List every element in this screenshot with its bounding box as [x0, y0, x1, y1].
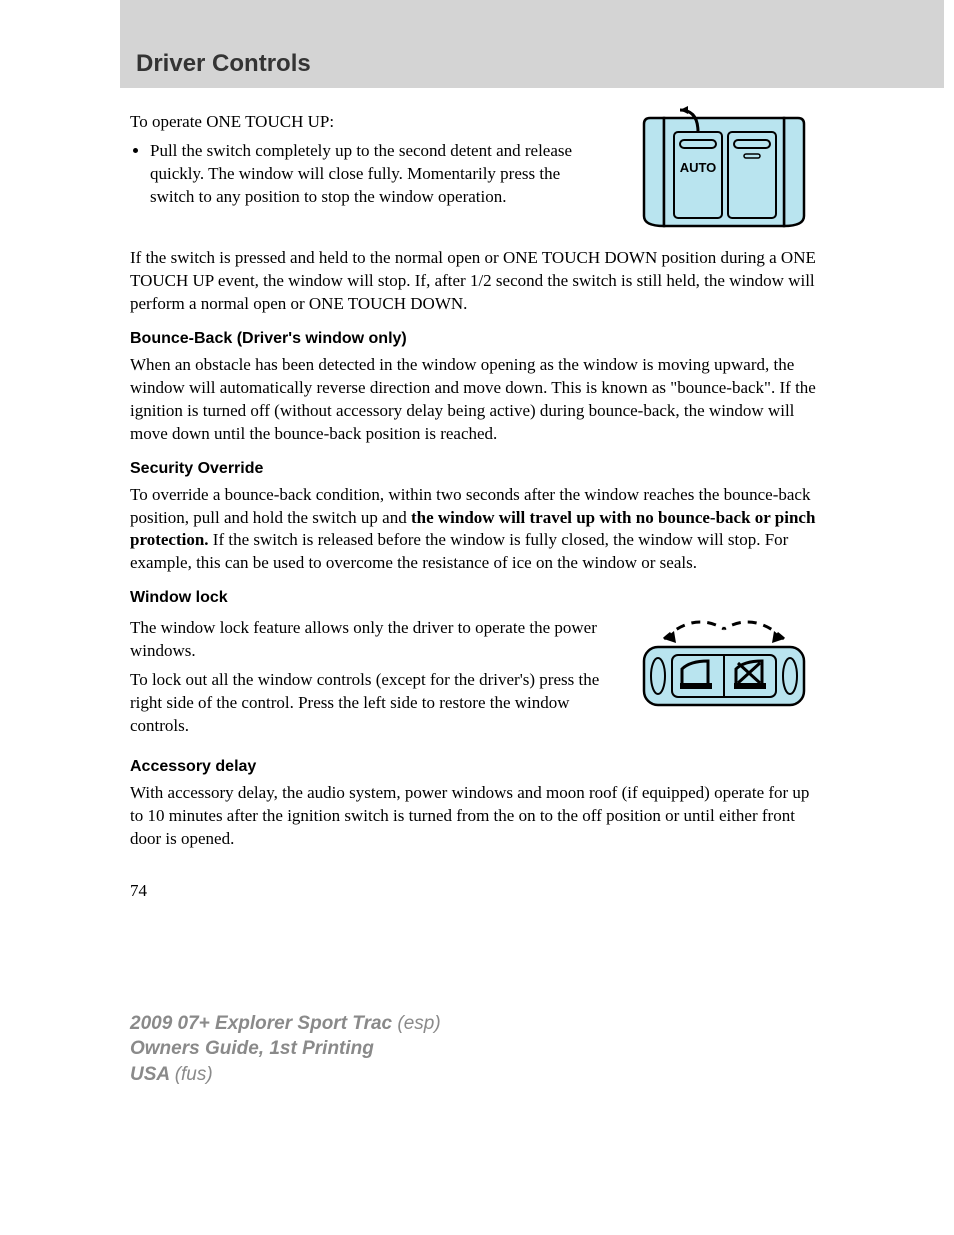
footer-l1a: 2009 07+ Explorer Sport Trac [130, 1013, 397, 1034]
windowlock-p1: The window lock feature allows only the … [130, 617, 608, 663]
window-lock-icon [624, 611, 824, 721]
header-block: Driver Controls [120, 0, 944, 88]
footer-l1b: (esp) [397, 1013, 440, 1034]
accessory-heading: Accessory delay [130, 758, 824, 776]
footer-l3b: (fus) [175, 1064, 213, 1085]
footer-l3a: USA [130, 1064, 175, 1085]
auto-switch-icon: AUTO [624, 106, 824, 236]
footer-line1: 2009 07+ Explorer Sport Trac (esp) [130, 1011, 824, 1037]
bullet-item: Pull the switch completely up to the sec… [150, 140, 608, 209]
footer: 2009 07+ Explorer Sport Trac (esp) Owner… [130, 1011, 824, 1088]
page-container: Driver Controls To operate ONE TOUCH UP:… [0, 0, 954, 1128]
one-touch-after-text: If the switch is pressed and held to the… [130, 247, 824, 316]
accessory-body: With accessory delay, the audio system, … [130, 782, 824, 851]
page-title: Driver Controls [136, 50, 928, 78]
intro-line: To operate ONE TOUCH UP: [130, 112, 608, 132]
windowlock-heading: Window lock [130, 589, 824, 607]
section-one-touch-up: To operate ONE TOUCH UP: Pull the switch… [130, 106, 824, 241]
auto-label: AUTO [680, 160, 717, 175]
bounceback-body: When an obstacle has been detected in th… [130, 354, 824, 446]
windowlock-text: The window lock feature allows only the … [130, 611, 608, 744]
text-column: To operate ONE TOUCH UP: Pull the switch… [130, 106, 608, 217]
override-heading: Security Override [130, 460, 824, 478]
windowlock-row: The window lock feature allows only the … [130, 611, 824, 744]
override-post: If the switch is released before the win… [130, 530, 788, 572]
page-number: 74 [130, 881, 824, 901]
footer-line2: Owners Guide, 1st Printing [130, 1036, 824, 1062]
bullet-list: Pull the switch completely up to the sec… [130, 140, 608, 209]
lock-diagram [624, 611, 824, 726]
bounceback-heading: Bounce-Back (Driver's window only) [130, 330, 824, 348]
switch-diagram: AUTO [624, 106, 824, 241]
footer-line3: USA (fus) [130, 1062, 824, 1088]
override-body: To override a bounce-back condition, wit… [130, 484, 824, 576]
windowlock-p2: To lock out all the window controls (exc… [130, 669, 608, 738]
